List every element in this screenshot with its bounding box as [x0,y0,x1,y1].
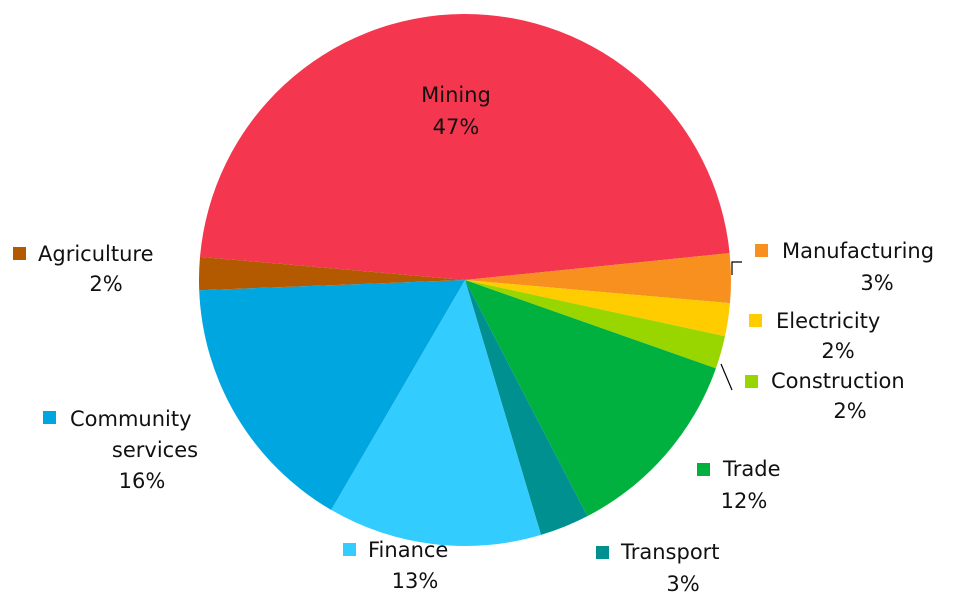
value-label: 13% [392,569,439,593]
pie-slice [331,280,541,546]
category-label: Manufacturing [782,239,934,263]
label-line: services [112,438,198,462]
category-label: Finance [368,538,448,562]
category-label: Transport [620,540,720,564]
legend-swatch [745,375,758,388]
value-label: 3% [860,271,893,295]
legend-swatch [697,463,710,476]
category-label: Community services [70,407,198,462]
pie-slice [465,280,730,337]
pie-slice [198,256,465,291]
pie-slice [200,14,730,281]
category-label: Mining [421,83,491,107]
value-label: 47% [433,115,480,139]
label-line: Community [70,407,192,431]
legend-swatch [596,546,609,559]
legend-swatch [749,314,762,327]
legend-swatch [13,247,26,260]
category-label: Trade [722,457,781,481]
legend-swatch [343,543,356,556]
value-label: 2% [89,272,122,296]
category-label: Electricity [776,309,880,333]
pie-slice [465,280,588,535]
leader-line [731,261,742,275]
pie-slice [465,253,731,304]
value-label: 16% [119,469,166,493]
pie-slice [465,280,716,517]
category-label: Construction [771,369,905,393]
value-label: 3% [666,572,699,593]
legend-swatch [755,244,768,257]
value-label: 12% [721,489,768,513]
pie-slice [465,280,725,369]
pie-slice [199,280,466,510]
value-label: 2% [833,399,866,423]
value-label: 2% [821,339,854,363]
legend-swatch [43,411,56,424]
leader-line [720,363,733,391]
category-label: Agriculture [38,242,154,266]
